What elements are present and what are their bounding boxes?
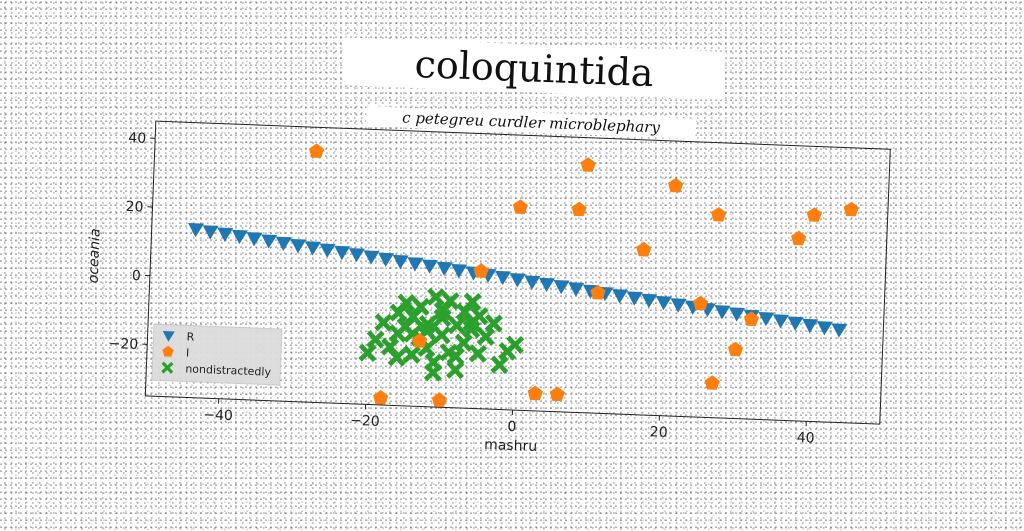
x-tick-label: 20 <box>650 424 668 441</box>
triangle-marker <box>655 296 672 311</box>
triangle-marker <box>772 314 789 329</box>
triangle-marker <box>217 228 234 243</box>
triangle-marker <box>290 239 307 254</box>
x-marker <box>448 316 467 335</box>
x-tick-label: −40 <box>203 407 233 424</box>
triangle-marker <box>188 223 205 238</box>
triangle-marker <box>451 264 468 279</box>
triangle-marker <box>524 275 541 290</box>
triangle-marker <box>231 230 248 245</box>
pentagon-marker <box>571 201 587 216</box>
pentagon-marker <box>806 207 822 222</box>
x-marker <box>402 345 421 364</box>
pentagon-marker <box>704 375 720 390</box>
triangle-marker <box>670 298 687 313</box>
triangle-marker <box>363 250 380 265</box>
triangle-marker <box>553 280 570 295</box>
y-tick-label: −20 <box>108 336 138 353</box>
triangle-marker <box>407 257 424 272</box>
triangle-marker <box>392 255 409 270</box>
y-tick-label: 0 <box>132 268 142 284</box>
x-marker <box>490 355 509 374</box>
triangle-marker <box>626 291 643 306</box>
pentagon-marker <box>580 157 596 172</box>
pentagon-marker <box>373 390 389 405</box>
x-marker <box>411 297 430 316</box>
x-marker <box>424 363 443 382</box>
triangle-marker <box>612 289 629 304</box>
pentagon-marker <box>728 342 744 357</box>
pentagon-marker <box>711 207 727 222</box>
triangle-marker <box>816 321 833 336</box>
triangle-marker <box>831 323 848 338</box>
pentagon-marker <box>549 386 565 401</box>
triangle-marker <box>319 244 336 259</box>
x-tick-label: −20 <box>350 413 380 430</box>
pentagon-marker <box>309 143 325 158</box>
x-marker <box>484 314 503 333</box>
y-axis-label: oceania <box>86 228 104 283</box>
triangle-marker <box>261 234 278 249</box>
triangle-marker <box>348 248 365 263</box>
triangle-marker <box>802 319 819 334</box>
triangle-marker <box>495 271 512 286</box>
triangle-marker <box>304 241 321 256</box>
triangle-marker <box>538 278 555 293</box>
legend-entry-label: I <box>186 346 190 359</box>
x-marker <box>506 335 525 354</box>
triangle-marker <box>758 312 775 327</box>
x-marker <box>477 327 496 346</box>
pentagon-marker <box>512 199 528 214</box>
triangle-marker <box>714 305 731 320</box>
x-marker <box>374 313 393 332</box>
data-marks <box>181 139 860 423</box>
legend-entry-label: R <box>186 330 194 343</box>
triangle-marker <box>202 225 219 240</box>
x-marker <box>469 344 488 363</box>
triangle-marker <box>509 273 526 288</box>
pentagon-marker <box>668 178 684 193</box>
triangle-marker <box>436 262 453 277</box>
triangle-marker <box>729 307 746 322</box>
x-marker <box>358 343 377 362</box>
triangle-marker <box>275 237 292 252</box>
x-marker <box>454 333 473 352</box>
triangle-marker <box>787 317 804 332</box>
pentagon-marker <box>527 385 543 400</box>
triangle-marker <box>246 232 263 247</box>
y-tick-label: 40 <box>128 130 146 147</box>
triangle-marker <box>378 253 395 268</box>
triangle-marker <box>568 282 585 297</box>
pentagon-marker <box>636 242 652 257</box>
x-marker <box>432 326 451 345</box>
x-tick-label: 40 <box>796 430 814 447</box>
triangle-marker <box>334 246 351 261</box>
triangle-marker <box>641 294 658 309</box>
x-marker <box>366 330 385 349</box>
pentagon-marker <box>843 201 859 216</box>
triangle-marker <box>421 259 438 274</box>
x-tick-label: 0 <box>507 419 517 435</box>
pentagon-marker <box>791 230 807 245</box>
x-axis-label: mashru <box>484 437 538 455</box>
y-tick-label: 20 <box>125 199 143 216</box>
pentagon-marker <box>431 392 447 407</box>
